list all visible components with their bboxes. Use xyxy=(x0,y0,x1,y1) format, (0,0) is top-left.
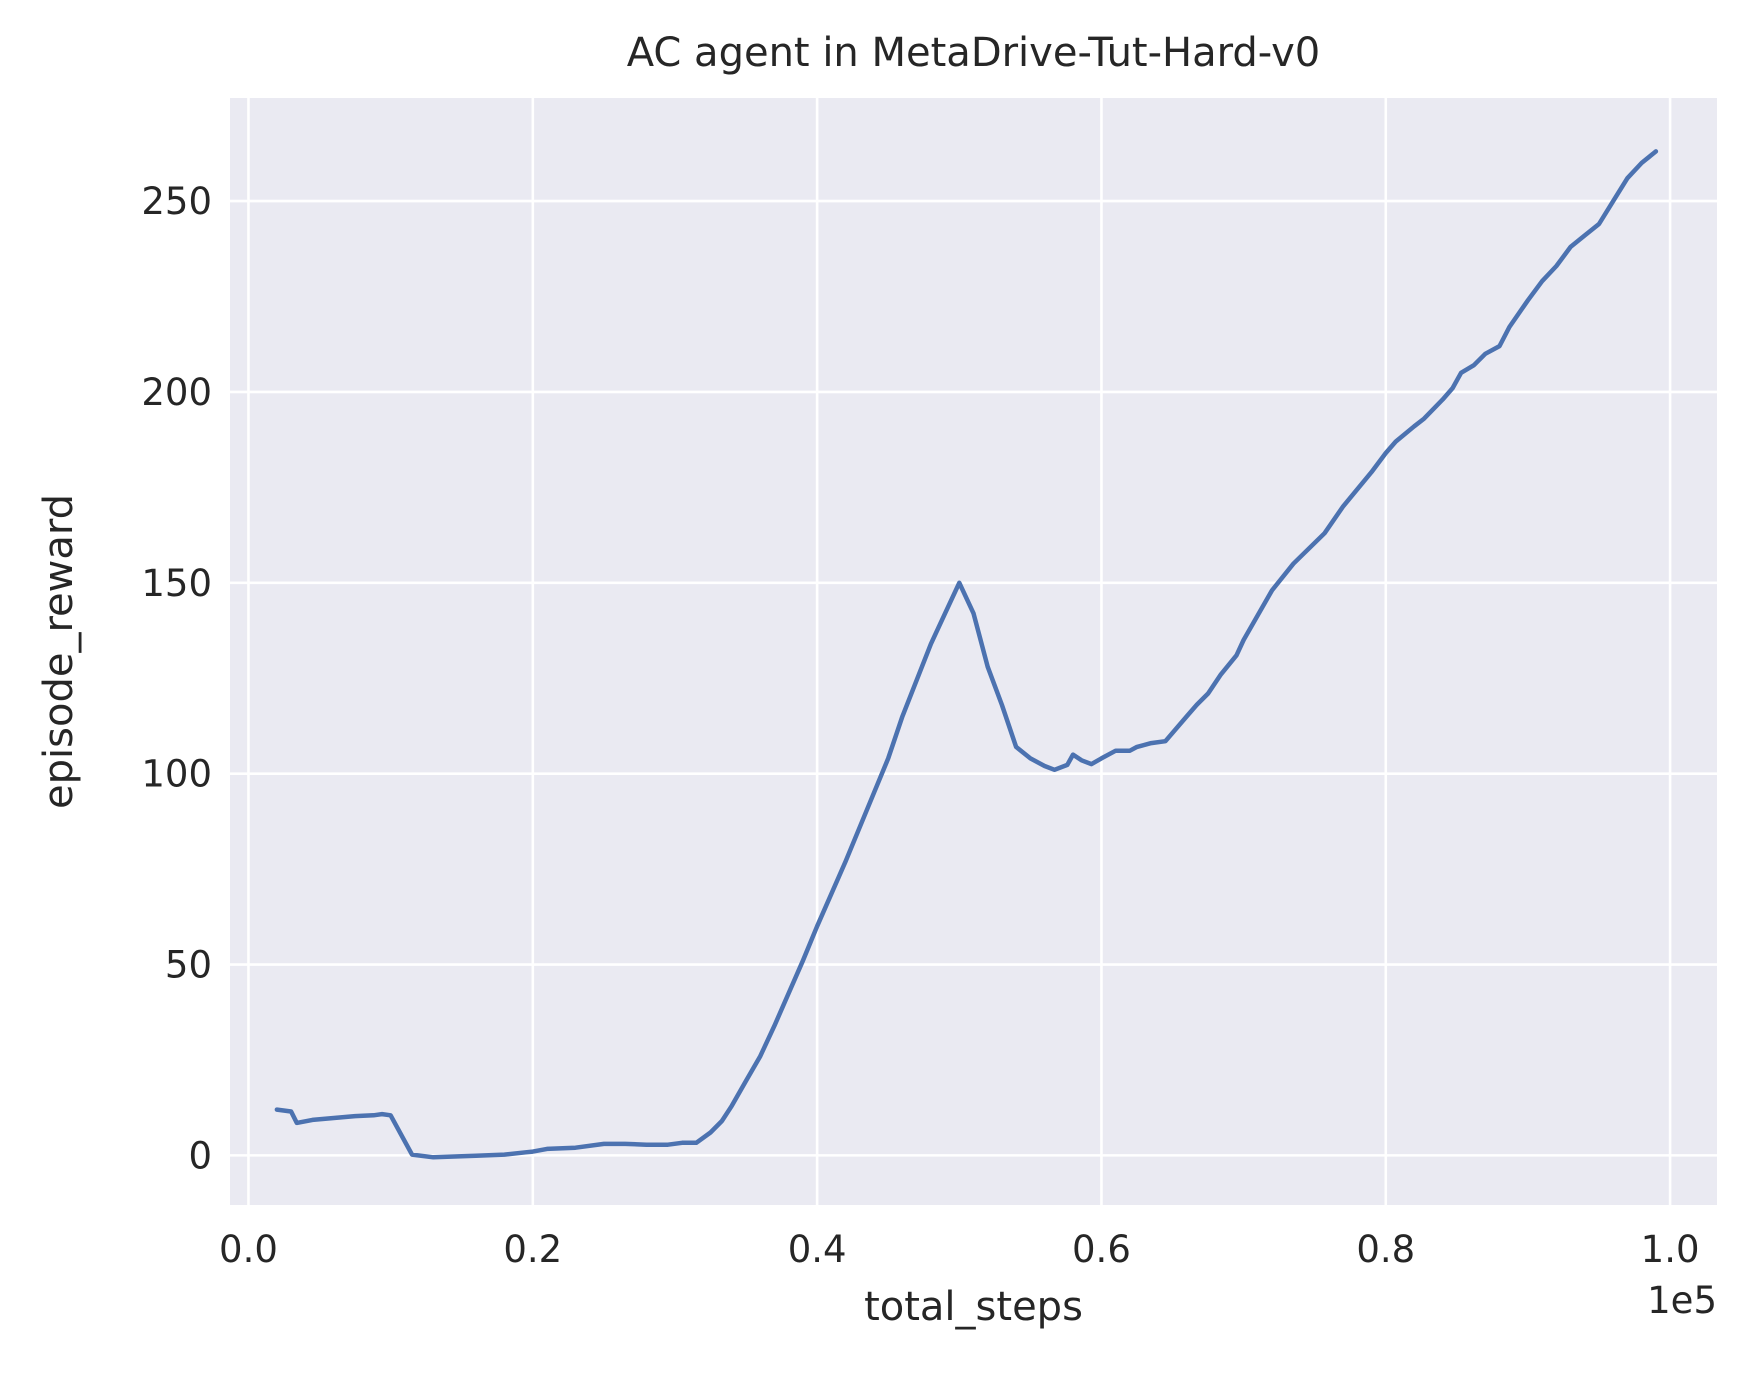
y-tick-label: 100 xyxy=(141,753,212,796)
x-tick-label: 0.4 xyxy=(788,1228,847,1271)
x-axis-offset-text: 1e5 xyxy=(1647,1279,1717,1322)
x-tick-labels: 0.0 0.2 0.4 0.6 0.8 1.0 xyxy=(219,1228,1699,1271)
y-tick-label: 50 xyxy=(165,944,212,987)
y-tick-labels: 0 50 100 150 200 250 xyxy=(141,180,212,1177)
y-axis-label: episode_reward xyxy=(36,494,82,809)
x-tick-label: 0.8 xyxy=(1356,1228,1415,1271)
x-grid xyxy=(247,98,1672,1205)
x-tick-label: 0.6 xyxy=(1072,1228,1131,1271)
x-tick-label: 1.0 xyxy=(1641,1228,1700,1271)
y-tick-label: 250 xyxy=(141,180,212,223)
y-tick-label: 150 xyxy=(141,562,212,605)
episode-reward-line xyxy=(274,149,1659,1160)
y-grid xyxy=(230,199,1717,1157)
plot-area xyxy=(230,98,1717,1205)
chart-title: AC agent in MetaDrive-Tut-Hard-v0 xyxy=(627,30,1321,76)
y-tick-label: 0 xyxy=(188,1134,212,1177)
x-axis-label: total_steps xyxy=(864,1284,1083,1330)
y-tick-label: 200 xyxy=(141,371,212,414)
x-tick-label: 0.2 xyxy=(503,1228,562,1271)
x-tick-label: 0.0 xyxy=(219,1228,278,1271)
